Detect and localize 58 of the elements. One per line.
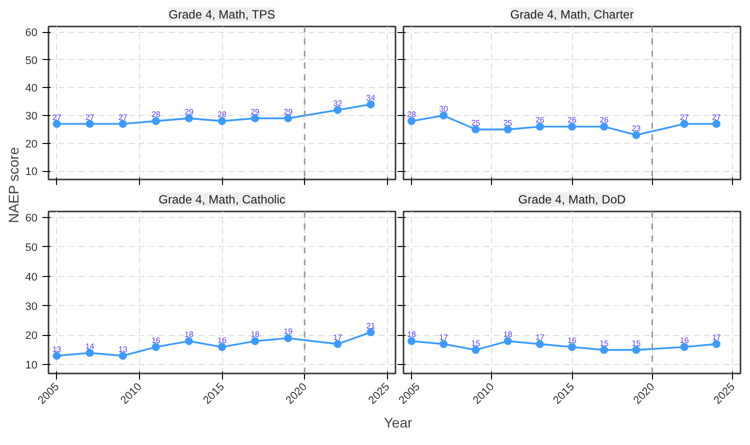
- data-label: 26: [568, 116, 577, 125]
- data-label: 29: [250, 107, 260, 116]
- y-tick-label: 60: [25, 212, 38, 224]
- y-axis-title: NAEP score: [6, 146, 22, 224]
- data-label: 15: [471, 338, 481, 348]
- y-tick-label: 40: [25, 82, 38, 95]
- data-label: 16: [680, 336, 690, 345]
- data-label: 23: [632, 124, 642, 133]
- y-tick-label: 10: [25, 166, 38, 178]
- data-label: 27: [680, 112, 690, 122]
- data-label: 29: [184, 107, 194, 116]
- data-label: 27: [52, 112, 62, 122]
- y-tick-label: 30: [25, 300, 38, 313]
- data-label: 17: [712, 333, 722, 342]
- data-label: 16: [218, 336, 227, 345]
- data-label: 25: [471, 118, 481, 128]
- y-tick-label: 60: [25, 27, 38, 40]
- data-label: 27: [712, 112, 722, 122]
- chart-title: Grade 4, Math, DoD: [518, 192, 626, 206]
- data-label: 27: [118, 112, 128, 122]
- data-label: 18: [250, 330, 260, 340]
- data-label: 13: [118, 344, 128, 354]
- data-label: 32: [333, 98, 343, 108]
- data-label: 26: [600, 116, 610, 125]
- data-label: 19: [284, 327, 294, 336]
- data-label: 25: [503, 118, 513, 128]
- data-label: 28: [407, 110, 417, 120]
- data-label: 17: [535, 333, 545, 342]
- y-tick-label: 20: [25, 330, 38, 342]
- data-label: 28: [151, 110, 161, 120]
- chart-title: Grade 4, Math, TPS: [168, 8, 276, 22]
- y-tick-label: 30: [25, 110, 38, 123]
- y-tick-label: 50: [25, 242, 38, 254]
- data-label: 14: [85, 342, 95, 351]
- data-label: 29: [284, 107, 294, 116]
- data-label: 26: [535, 116, 545, 125]
- data-label: 15: [600, 338, 610, 348]
- y-tick-label: 20: [25, 138, 38, 150]
- data-label: 15: [632, 338, 642, 348]
- chart-title: Grade 4, Math, Catholic: [158, 192, 286, 206]
- data-label: 17: [333, 333, 343, 342]
- data-label: 17: [439, 333, 449, 342]
- data-label: 30: [439, 104, 449, 114]
- data-label: 16: [568, 336, 577, 345]
- data-label: 34: [366, 93, 376, 102]
- chart-title: Grade 4, Math, Charter: [510, 8, 634, 22]
- data-label: 18: [407, 330, 417, 340]
- data-label: 28: [218, 110, 227, 120]
- data-label: 13: [52, 344, 62, 354]
- y-tick-label: 40: [25, 271, 38, 284]
- y-tick-label: 10: [25, 360, 38, 372]
- x-axis-title: Year: [384, 414, 412, 430]
- data-label: 16: [151, 336, 161, 345]
- data-label: 18: [503, 330, 513, 340]
- data-label: 18: [184, 330, 194, 340]
- data-label: 27: [85, 112, 95, 122]
- data-label: 21: [366, 321, 376, 330]
- y-tick-label: 50: [25, 54, 38, 67]
